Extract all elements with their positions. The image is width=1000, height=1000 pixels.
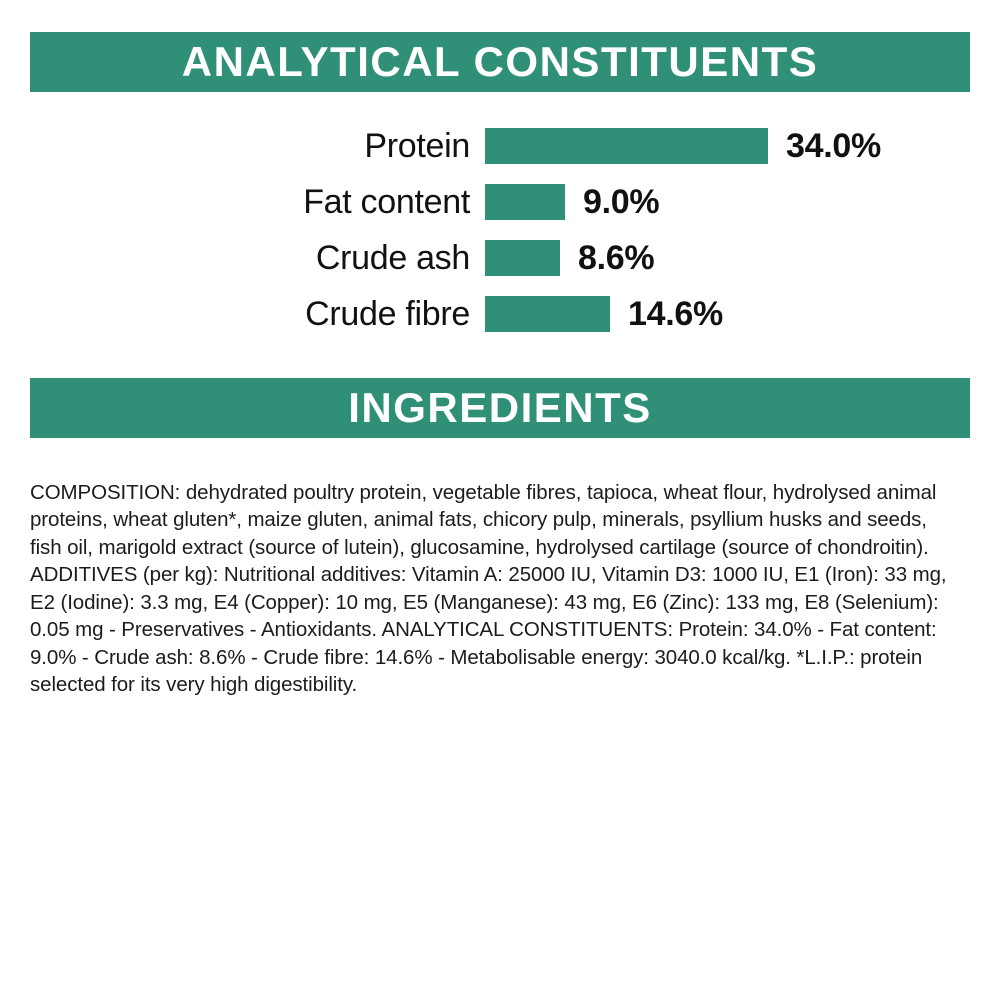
- analytical-constituents-title: ANALYTICAL CONSTITUENTS: [181, 38, 819, 85]
- bar-value-protein: 34.0%: [786, 126, 881, 165]
- chart-row-fat-content: Fat content 9.0%: [0, 174, 1000, 230]
- bar-value-crude-fibre: 14.6%: [628, 294, 723, 333]
- bar-fill-crude-fibre: [485, 296, 610, 332]
- bar-label-crude-fibre: Crude fibre: [305, 294, 470, 333]
- bar-fill-protein: [485, 128, 768, 164]
- chart-row-protein: Protein 34.0%: [0, 118, 1000, 174]
- bar-fill-fat-content: [485, 184, 565, 220]
- bar-track-protein: 34.0%: [485, 127, 1000, 166]
- chart-row-crude-ash: Crude ash 8.6%: [0, 230, 1000, 286]
- ingredients-banner: INGREDIENTS: [30, 378, 970, 438]
- analytical-constituents-banner: ANALYTICAL CONSTITUENTS: [30, 32, 970, 92]
- bar-label-protein: Protein: [364, 126, 470, 165]
- bar-track-crude-fibre: 14.6%: [485, 295, 1000, 334]
- bar-label-crude-ash: Crude ash: [315, 238, 470, 277]
- composition-text: COMPOSITION: dehydrated poultry protein,…: [30, 480, 947, 697]
- bar-fill-crude-ash: [485, 240, 560, 276]
- chart-row-crude-fibre: Crude fibre 14.6%: [0, 286, 1000, 342]
- bar-value-crude-ash: 8.6%: [578, 238, 655, 277]
- analytical-constituents-chart: Protein 34.0% Fat content 9.0% Crude ash…: [0, 118, 1000, 342]
- bar-track-fat-content: 9.0%: [485, 183, 1000, 222]
- bar-track-crude-ash: 8.6%: [485, 239, 1000, 278]
- bar-value-fat-content: 9.0%: [583, 182, 660, 221]
- bar-label-fat-content: Fat content: [303, 182, 470, 221]
- ingredients-title: INGREDIENTS: [348, 384, 652, 431]
